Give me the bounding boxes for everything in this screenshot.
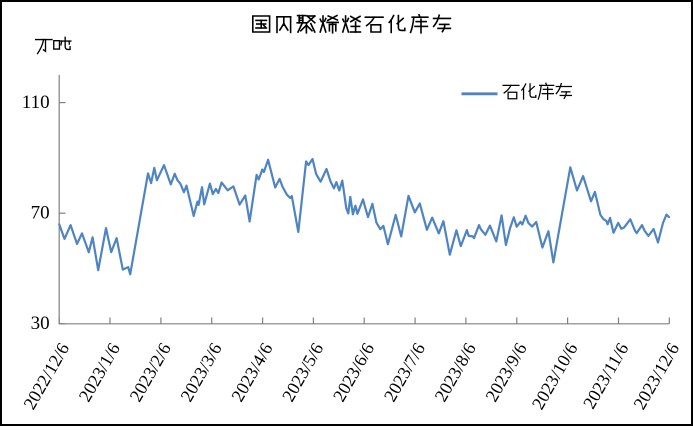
- svg-text:70: 70: [31, 203, 50, 224]
- svg-text:30: 30: [31, 313, 50, 334]
- svg-text:110: 110: [22, 92, 50, 113]
